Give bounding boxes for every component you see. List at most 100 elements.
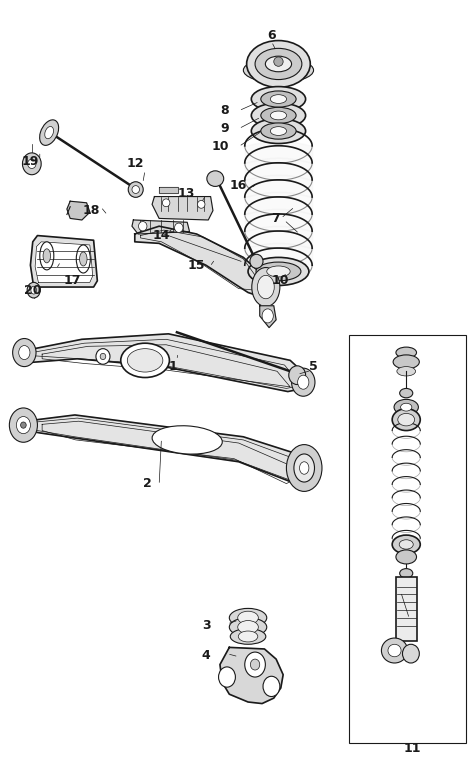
Ellipse shape: [261, 123, 296, 139]
Ellipse shape: [43, 249, 51, 263]
Ellipse shape: [271, 94, 286, 104]
Ellipse shape: [238, 612, 258, 624]
Ellipse shape: [40, 242, 54, 270]
Ellipse shape: [28, 159, 36, 168]
Ellipse shape: [262, 309, 273, 323]
Ellipse shape: [238, 631, 258, 642]
Ellipse shape: [381, 638, 408, 663]
Ellipse shape: [298, 375, 309, 389]
Ellipse shape: [247, 41, 310, 87]
Ellipse shape: [261, 91, 296, 107]
Polygon shape: [132, 220, 190, 234]
Text: 7: 7: [271, 212, 280, 225]
Ellipse shape: [392, 409, 420, 431]
Text: 8: 8: [221, 105, 229, 117]
Ellipse shape: [250, 659, 260, 670]
Polygon shape: [16, 415, 313, 485]
Ellipse shape: [251, 103, 306, 128]
Ellipse shape: [197, 200, 205, 208]
Ellipse shape: [399, 540, 413, 549]
Polygon shape: [135, 226, 269, 298]
Text: 14: 14: [152, 229, 169, 242]
Ellipse shape: [286, 445, 322, 491]
Ellipse shape: [396, 347, 417, 358]
Ellipse shape: [400, 388, 413, 398]
Ellipse shape: [27, 282, 40, 298]
Ellipse shape: [261, 108, 296, 123]
Ellipse shape: [229, 608, 267, 627]
Ellipse shape: [175, 223, 183, 232]
Ellipse shape: [292, 368, 315, 396]
Ellipse shape: [401, 403, 412, 411]
Ellipse shape: [13, 339, 36, 367]
Ellipse shape: [152, 426, 222, 454]
Ellipse shape: [76, 245, 90, 273]
Polygon shape: [19, 334, 309, 392]
Text: 20: 20: [24, 284, 42, 296]
Polygon shape: [260, 306, 276, 328]
Ellipse shape: [132, 186, 139, 193]
Bar: [396, 577, 417, 641]
Ellipse shape: [398, 413, 415, 426]
Ellipse shape: [139, 222, 147, 231]
Ellipse shape: [230, 629, 266, 644]
Ellipse shape: [263, 676, 280, 697]
Ellipse shape: [21, 422, 26, 428]
Polygon shape: [152, 197, 213, 220]
Text: 2: 2: [143, 477, 152, 490]
Ellipse shape: [271, 126, 286, 136]
Polygon shape: [220, 647, 283, 704]
Ellipse shape: [393, 355, 419, 369]
Text: 1: 1: [169, 360, 177, 373]
Text: 9: 9: [221, 122, 229, 135]
Ellipse shape: [294, 454, 314, 482]
Ellipse shape: [300, 462, 309, 474]
Text: 4: 4: [202, 649, 211, 661]
Ellipse shape: [207, 171, 224, 186]
Text: 17: 17: [64, 275, 81, 287]
Ellipse shape: [252, 268, 280, 307]
Ellipse shape: [80, 252, 87, 266]
Ellipse shape: [45, 126, 53, 139]
Polygon shape: [35, 242, 93, 282]
Text: 5: 5: [309, 360, 318, 373]
Ellipse shape: [388, 644, 401, 657]
Ellipse shape: [400, 569, 413, 578]
Ellipse shape: [257, 275, 274, 299]
Ellipse shape: [22, 153, 41, 175]
Ellipse shape: [121, 343, 169, 378]
Ellipse shape: [267, 266, 290, 277]
Ellipse shape: [243, 58, 314, 83]
Ellipse shape: [248, 257, 309, 285]
Ellipse shape: [397, 367, 416, 376]
Ellipse shape: [271, 111, 286, 120]
Text: 10: 10: [212, 140, 229, 153]
Ellipse shape: [128, 182, 143, 197]
Ellipse shape: [255, 48, 302, 80]
Ellipse shape: [289, 366, 306, 385]
Ellipse shape: [245, 652, 265, 677]
Polygon shape: [159, 187, 178, 193]
Text: 11: 11: [403, 743, 421, 755]
Ellipse shape: [219, 667, 235, 687]
Ellipse shape: [392, 535, 420, 554]
Text: 18: 18: [82, 204, 100, 217]
Text: 15: 15: [188, 259, 205, 271]
Ellipse shape: [9, 408, 37, 442]
Ellipse shape: [31, 286, 37, 294]
Text: 6: 6: [267, 29, 276, 41]
Ellipse shape: [274, 57, 283, 66]
Ellipse shape: [16, 417, 30, 434]
Text: 16: 16: [230, 179, 248, 192]
Ellipse shape: [396, 550, 417, 564]
Text: 12: 12: [127, 158, 145, 170]
Ellipse shape: [402, 644, 419, 663]
Ellipse shape: [127, 349, 163, 372]
Ellipse shape: [96, 349, 110, 364]
Polygon shape: [67, 201, 90, 220]
Ellipse shape: [100, 353, 106, 360]
Ellipse shape: [19, 346, 30, 360]
Ellipse shape: [162, 199, 170, 207]
Bar: [349, 335, 466, 743]
Ellipse shape: [229, 618, 267, 636]
